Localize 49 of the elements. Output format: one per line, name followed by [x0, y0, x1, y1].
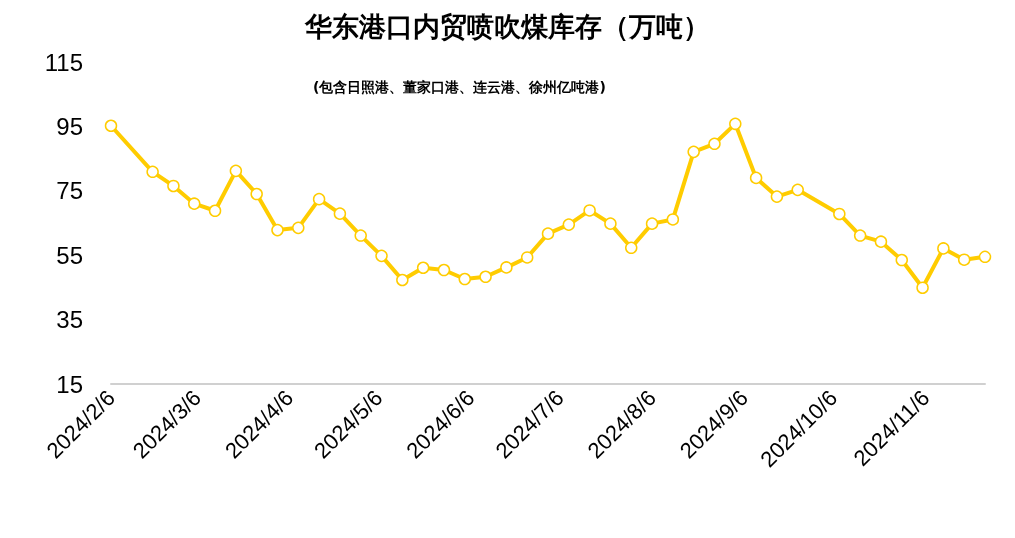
point [583, 204, 596, 217]
point [541, 227, 555, 240]
point [396, 273, 409, 287]
point [416, 261, 430, 274]
point [458, 272, 472, 286]
text: (包含日照港、董家口港、连云港、徐州亿吨港) [313, 79, 606, 95]
point [375, 249, 388, 263]
point [957, 253, 971, 266]
chart-title: 华东港口内贸喷吹煤库存（万吨） [304, 11, 710, 42]
point [729, 117, 742, 131]
point [833, 207, 846, 221]
point [312, 192, 326, 206]
point [333, 207, 347, 220]
point [500, 261, 513, 274]
point [604, 217, 617, 230]
point [874, 235, 888, 248]
y-tick-label: 115 [44, 48, 83, 76]
point [749, 171, 763, 185]
point [791, 183, 804, 197]
point [853, 229, 867, 242]
point [354, 229, 367, 242]
point [708, 137, 721, 151]
point [645, 217, 659, 230]
point [978, 250, 992, 264]
point [188, 197, 201, 210]
point [229, 164, 243, 178]
point [104, 119, 118, 132]
point [271, 223, 284, 237]
point [167, 179, 180, 193]
point [770, 190, 784, 203]
point [562, 218, 576, 231]
y-tick-label: 95 [56, 112, 83, 140]
y-tick-label: 75 [56, 177, 83, 205]
point [916, 281, 929, 294]
point [666, 213, 680, 226]
point [687, 145, 700, 159]
y-tick-label: 35 [56, 306, 83, 334]
point [250, 187, 263, 201]
point [895, 253, 909, 267]
point [625, 241, 638, 255]
point [292, 221, 305, 235]
point [520, 251, 534, 264]
point [479, 270, 492, 284]
y-tick-label: 55 [56, 241, 83, 269]
point [937, 242, 950, 255]
point [437, 263, 451, 277]
y-tick-label: 15 [56, 370, 83, 398]
point [208, 204, 222, 218]
point [146, 165, 159, 179]
